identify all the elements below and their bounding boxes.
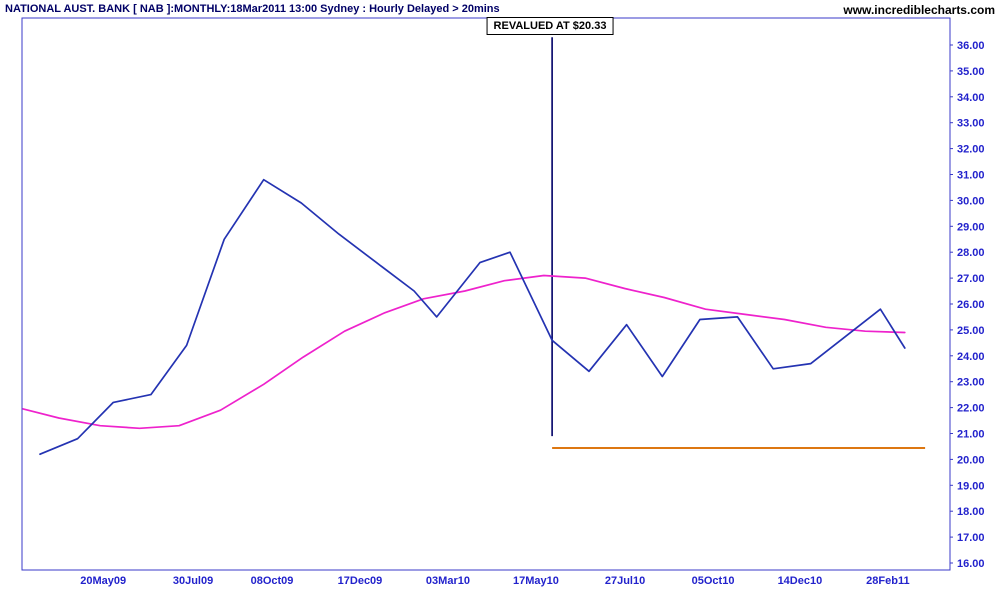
y-tick-label: 32.00 (957, 144, 985, 156)
x-tick-label: 05Oct10 (692, 575, 735, 587)
y-tick-label: 23.00 (957, 377, 985, 389)
y-tick-label: 27.00 (957, 273, 985, 285)
y-tick-label: 24.00 (957, 351, 985, 363)
chart-frame (21, 17, 951, 571)
y-tick-label: 19.00 (957, 480, 985, 492)
y-tick-label: 26.00 (957, 299, 985, 311)
x-tick-label: 30Jul09 (173, 575, 213, 587)
y-tick-label: 20.00 (957, 454, 985, 466)
y-tick-label: 34.00 (957, 92, 985, 104)
x-tick-label: 03Mar10 (426, 575, 470, 587)
y-tick-label: 21.00 (957, 429, 985, 441)
nab-monthly-close-line (39, 178, 906, 456)
y-tick-label: 25.00 (957, 325, 985, 337)
y-tick-label: 31.00 (957, 170, 985, 182)
y-tick-label: 22.00 (957, 403, 985, 415)
x-tick-label: 14Dec10 (778, 575, 823, 587)
y-tick-label: 36.00 (957, 40, 985, 52)
y-tick-label: 30.00 (957, 195, 985, 207)
x-tick-label: 27Jul10 (605, 575, 645, 587)
y-tick-label: 16.00 (957, 558, 985, 570)
y-tick-label: 29.00 (957, 221, 985, 233)
chart-title: NATIONAL AUST. BANK [ NAB ]:MONTHLY:18Ma… (5, 3, 500, 15)
y-tick-label: 33.00 (957, 118, 985, 130)
website-link[interactable]: www.incrediblecharts.com (843, 3, 995, 17)
y-tick-label: 17.00 (957, 532, 985, 544)
x-tick-label: 28Feb11 (866, 575, 909, 587)
y-tick-label: 18.00 (957, 506, 985, 518)
y-tick-label: 28.00 (957, 247, 985, 259)
x-tick-label: 17Dec09 (338, 575, 383, 587)
x-tick-label: 20May09 (80, 575, 126, 587)
revaluation-annotation: REVALUED AT $20.33 (486, 17, 614, 35)
x-tick-label: 17May10 (513, 575, 559, 587)
moving-average-line (22, 274, 906, 430)
x-tick-label: 08Oct09 (251, 575, 294, 587)
y-tick-label: 35.00 (957, 66, 985, 78)
